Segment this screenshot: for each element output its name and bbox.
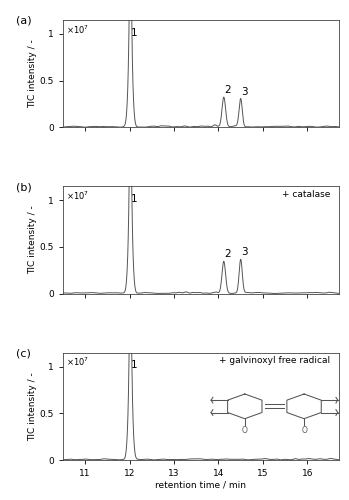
Text: 1: 1 [131,28,138,38]
Text: (a): (a) [16,16,31,26]
Text: 3: 3 [242,248,248,258]
Text: $\times10^7$: $\times10^7$ [66,356,89,368]
Text: $\times10^7$: $\times10^7$ [66,23,89,36]
Y-axis label: TIC intensity / -: TIC intensity / - [28,372,37,440]
Text: O: O [301,426,307,435]
Y-axis label: TIC intensity / -: TIC intensity / - [28,40,37,108]
Text: 2: 2 [224,249,230,259]
Text: 1: 1 [131,194,138,204]
Text: (b): (b) [16,182,32,192]
Text: + galvinoxyl free radical: + galvinoxyl free radical [219,356,330,365]
Text: (c): (c) [16,348,31,358]
Y-axis label: TIC intensity / -: TIC intensity / - [28,206,37,274]
X-axis label: retention time / min: retention time / min [155,481,246,490]
Text: $\times10^7$: $\times10^7$ [66,190,89,202]
Text: 2: 2 [224,84,230,94]
Text: O: O [242,426,248,435]
Text: 3: 3 [242,86,248,97]
Text: 1: 1 [131,360,138,370]
Text: + catalase: + catalase [282,190,330,198]
